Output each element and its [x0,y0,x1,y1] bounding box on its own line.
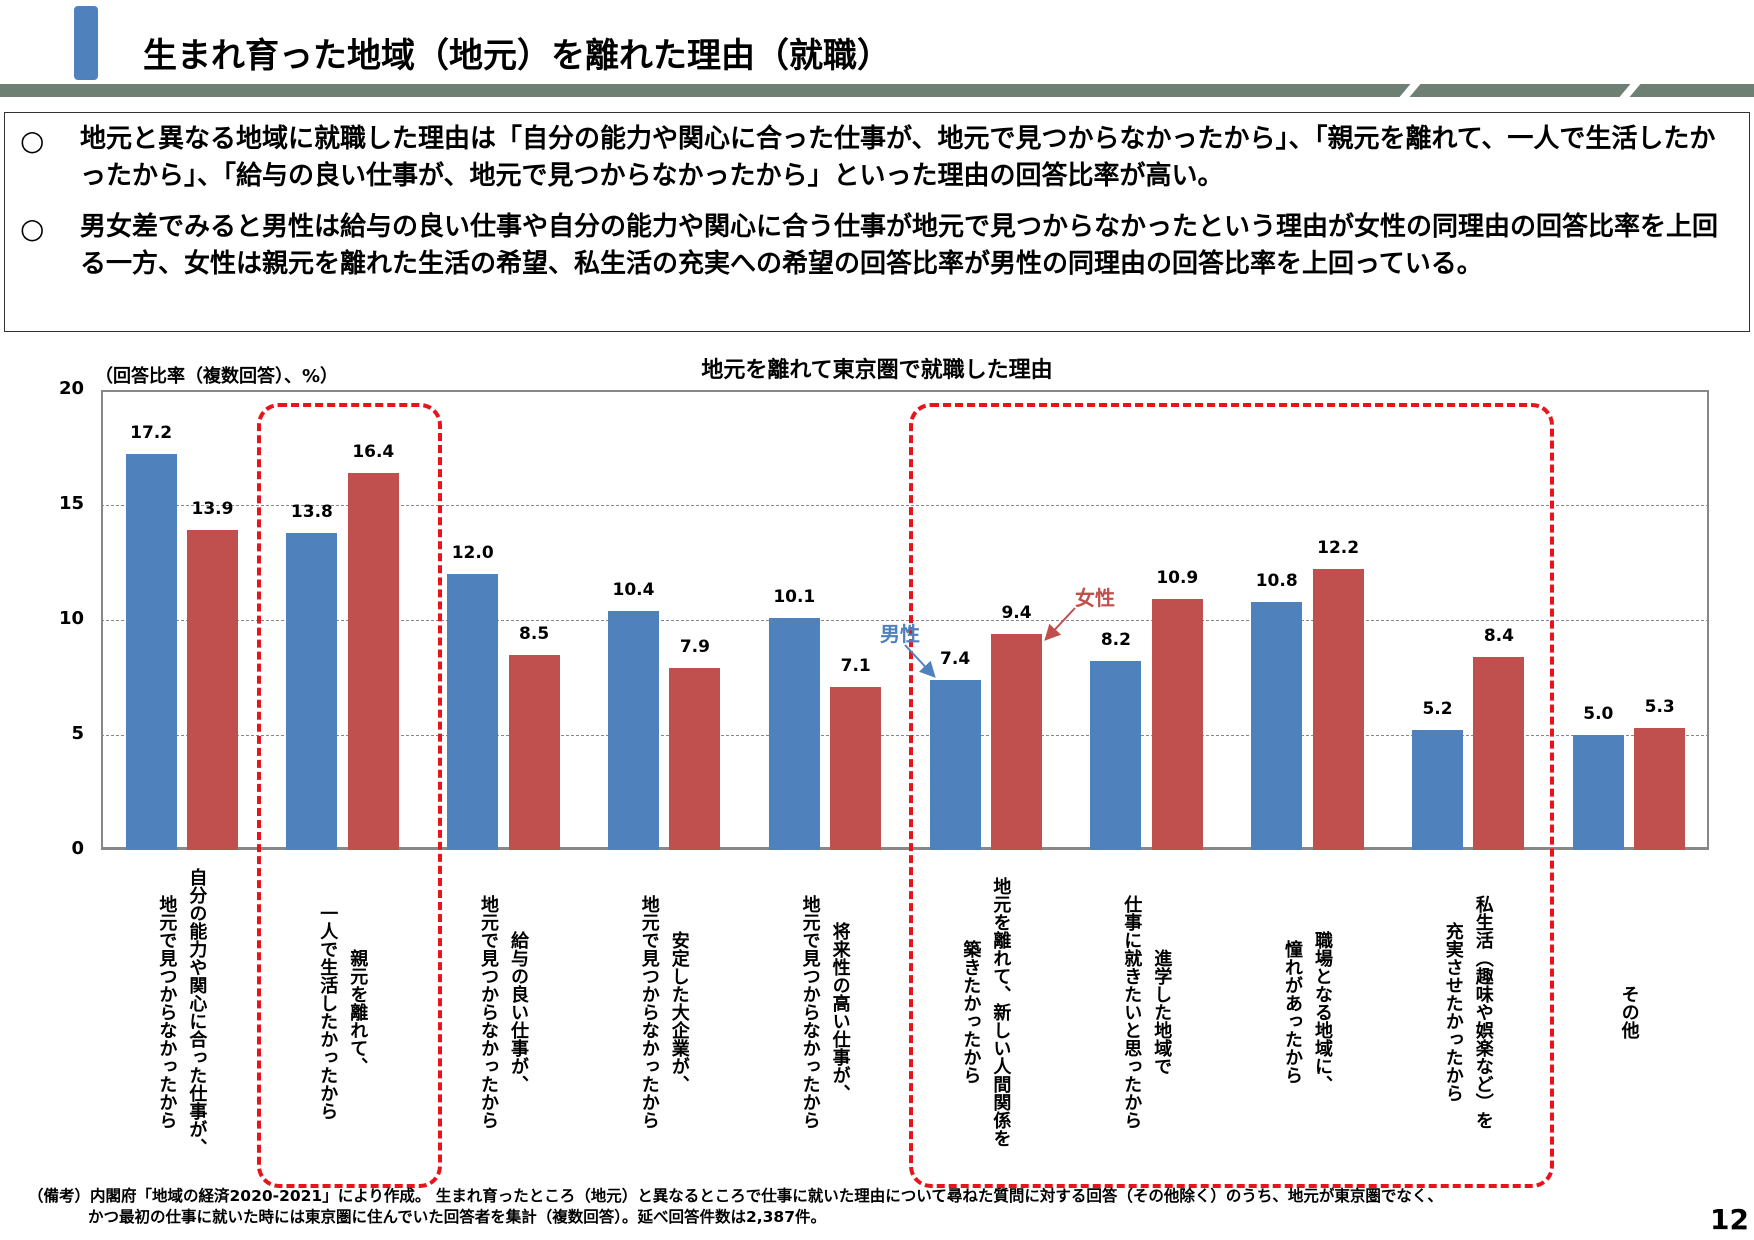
bar-female [1312,569,1364,850]
bar-male [768,617,820,850]
bar-female [1151,599,1203,850]
category-label-line: 私生活（趣味や娯楽など）を [1472,895,1494,1129]
gridline [101,505,1709,506]
gridline [101,620,1709,621]
data-label: 10.9 [1156,568,1199,589]
category-label: 親元を離れて、 一人で生活したかったから [312,862,372,1162]
category-label-line: 地元で見つからなかったから [638,895,660,1129]
data-label: 10.8 [1255,570,1298,591]
category-label: 地元を離れて、新しい人間関係を 築きたかったから [955,862,1015,1162]
bar-female [187,530,238,850]
y-axis-label: （回答比率（複数回答）、%） [95,366,339,387]
category-label-line: 地元で見つからなかったから [799,895,821,1129]
data-label: 16.4 [352,441,395,462]
category-label-line: 自分の能力や関心に合った仕事が、 [186,868,208,1156]
category-label-line: 安定した大企業が、 [668,931,690,1093]
gridline [101,735,1709,736]
category-label: 給与の良い仕事が、 地元で見つからなかったから [473,862,533,1162]
y-tick-label: 5 [71,723,84,744]
bar-female [830,686,882,850]
bar-female [508,654,560,850]
category-label: 職場となる地域に、 憧れがあったから [1277,862,1337,1162]
category-label-line: その他 [1618,985,1640,1039]
highlight-box [909,403,1554,1188]
category-label-line: 職場となる地域に、 [1312,931,1333,1093]
data-label: 7.4 [940,648,971,669]
footnote: かつ最初の仕事に就いた時には東京圏に住んでいた回答者を集計（複数回答）。延べ回答… [88,1208,827,1226]
bar-male [125,454,177,850]
bar-female [991,633,1042,850]
category-label-line: 憧れがあったから [1282,940,1303,1084]
summary-point: 地元と異なる地域に就職した理由は「自分の能力や関心に合った仕事が、地元で見つから… [80,124,1716,191]
bar-female [669,668,721,850]
page-number: 12 [1710,1203,1749,1236]
data-label: 8.5 [519,623,550,644]
category-label: 私生活（趣味や娯楽など）を 充実させたかったから [1438,862,1498,1162]
data-label: 9.4 [1001,602,1032,623]
y-tick-label: 0 [71,838,84,859]
category-label-line: 地元で見つからなかったから [156,895,178,1129]
bar-female [1473,656,1525,850]
bar-male [1251,601,1303,850]
data-label: 7.1 [840,655,871,676]
data-label: 17.2 [130,423,173,444]
bar-male [608,610,659,850]
data-label: 13.9 [191,499,234,520]
bar-male [1090,661,1142,850]
data-label: 12.2 [1317,538,1360,559]
bar-male [1412,730,1463,850]
title-accent-bar [74,6,98,80]
data-label: 5.0 [1583,704,1614,724]
category-label: 自分の能力や関心に合った仕事が、 地元で見つからなかったから [151,862,211,1162]
y-tick-label: 10 [58,608,84,629]
category-label: 安定した大企業が、 地元で見つからなかったから [634,862,694,1162]
data-label: 13.8 [290,501,333,522]
category-label-line: 将来性の高い仕事が、 [829,922,851,1102]
bar-male [929,679,981,850]
data-label: 5.2 [1422,699,1453,720]
footnote: （備考）内閣府「地域の経済2020-2021」により作成。 生まれ育ったところ（… [28,1187,1443,1205]
summary-box [4,112,1750,332]
data-label: 10.1 [773,586,816,607]
y-tick-label: 15 [58,493,84,514]
y-tick-label: 20 [58,378,84,399]
category-label-line: 仕事に就きたいと思ったから [1121,895,1143,1129]
bullet-icon: ○ [20,212,45,245]
chart-title: 地元を離れて東京圏で就職した理由 [701,358,1053,383]
highlight-box [257,403,442,1188]
data-label: 7.9 [679,637,710,658]
category-label-line: 地元を離れて、新しい人間関係を [990,877,1012,1147]
title-divider-band [0,84,1754,97]
data-label: 8.4 [1483,625,1514,646]
data-label: 12.0 [451,543,494,563]
bar-male [1572,735,1624,850]
bar-female [1634,728,1686,850]
data-label: 5.3 [1644,697,1675,718]
category-label: 将来性の高い仕事が、 地元で見つからなかったから [795,862,855,1162]
category-label: その他 [1614,862,1644,1162]
category-label-line: 充実させたかったから [1442,922,1464,1102]
category-label-line: 給与の良い仕事が、 [508,931,529,1093]
category-label: 進学した地域で 仕事に就きたいと思ったから [1116,862,1176,1162]
bar-male [447,574,499,850]
bar-female [347,472,399,850]
legend-male: 男性 [880,622,920,646]
page-title: 生まれ育った地域（地元）を離れた理由（就職） [143,36,891,76]
category-label-line: 一人で生活したかったから [317,904,339,1120]
category-label-line: 進学した地域で [1151,949,1173,1075]
data-label: 10.4 [612,579,655,600]
legend-female: 女性 [1075,586,1115,610]
bullet-icon: ○ [20,124,45,157]
summary-point: 男女差でみると男性は給与の良い仕事や自分の能力や関心に合う仕事が地元で見つからな… [80,212,1719,279]
category-label-line: 地元で見つからなかったから [478,895,499,1129]
category-label-line: 親元を離れて、 [347,949,369,1075]
bar-male [286,532,338,850]
data-label: 8.2 [1100,630,1131,651]
category-label-line: 築きたかったから [960,940,982,1084]
